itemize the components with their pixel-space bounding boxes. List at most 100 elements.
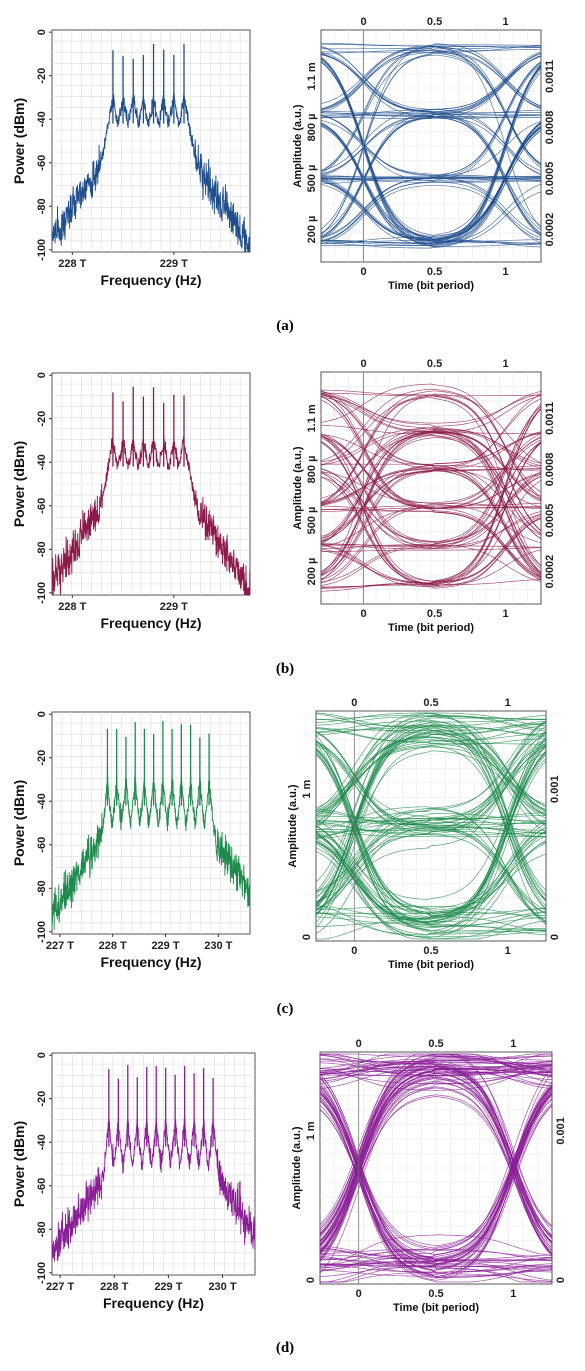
x-axis-label: Time (bit period) bbox=[388, 959, 474, 971]
x-tick-label: 228 T bbox=[100, 1281, 128, 1293]
eye-trace bbox=[320, 48, 541, 235]
x-tick-label-top: 0 bbox=[356, 1038, 362, 1050]
right-tick-label: 0.0008 bbox=[544, 111, 556, 145]
y-tick-label: 0 bbox=[36, 711, 48, 717]
right-tick-label: 0.001 bbox=[555, 1117, 567, 1145]
panel-caption: (b) bbox=[276, 661, 294, 677]
y-tick-label: -20 bbox=[36, 411, 48, 427]
x-axis-label: Frequency (Hz) bbox=[100, 272, 201, 288]
spectrum-trace bbox=[51, 93, 251, 253]
eye-trace bbox=[320, 45, 542, 113]
right-tick-label: 0.0002 bbox=[544, 213, 556, 247]
eye-panel-a: 0 0 0.5 0.5 1 1 Time (bit period) 200 µ 500 µ 800… bbox=[292, 16, 556, 292]
x-axis-label: Time (bit period) bbox=[388, 622, 474, 634]
left-tick-label: 500 µ bbox=[306, 507, 318, 535]
x-tick-label-top: 0.5 bbox=[423, 697, 438, 709]
eye-trace bbox=[320, 114, 542, 178]
y-tick-label: -40 bbox=[36, 454, 48, 470]
y-tick-label: -20 bbox=[36, 1091, 48, 1107]
spectrum-trace bbox=[51, 435, 251, 597]
x-axis-label: Frequency (Hz) bbox=[100, 954, 201, 970]
x-tick-label: 228 T bbox=[58, 258, 86, 270]
left-tick-label: 800 µ bbox=[306, 114, 318, 142]
left-tick-label: 1.1 m bbox=[306, 62, 318, 90]
y-tick-label: -100 bbox=[36, 921, 48, 943]
x-tick-label: 229 T bbox=[160, 601, 188, 613]
eye-traces bbox=[320, 383, 542, 592]
left-tick-label: 0 bbox=[301, 934, 313, 940]
eye-trace bbox=[320, 396, 541, 435]
y-tick-label: -60 bbox=[36, 155, 48, 171]
y-axis-label: Amplitude (a.u.) bbox=[292, 446, 304, 529]
x-tick-label: 228 T bbox=[99, 940, 127, 952]
eye-panel-b: 0 0 0.5 0.5 1 1 Time (bit period) 200 µ 500 µ 800… bbox=[292, 358, 556, 634]
y-tick-label: -100 bbox=[36, 239, 48, 261]
eye-trace bbox=[320, 398, 542, 505]
y-tick-label: -100 bbox=[36, 1262, 48, 1284]
eye-trace bbox=[321, 52, 542, 117]
eye-trace bbox=[320, 503, 541, 584]
eye-trace bbox=[320, 65, 542, 245]
eye-trace bbox=[320, 177, 542, 248]
eye-trace bbox=[320, 442, 542, 589]
x-axis-label: Frequency (Hz) bbox=[100, 615, 201, 631]
eye-trace bbox=[320, 55, 542, 114]
eye-trace bbox=[320, 407, 542, 585]
x-tick-label: 1 bbox=[505, 945, 511, 957]
x-tick-label: 229 T bbox=[151, 940, 179, 952]
spectrum-panel-a: 0 -20 -40 -60 -80 -100 228 T 229 T Frequency (Hz… bbox=[11, 29, 251, 288]
right-tick-label: 0.0005 bbox=[544, 162, 556, 196]
eye-trace bbox=[320, 440, 542, 587]
eye-panel-d: 0 0 0.5 0.5 1 1 Time (bit period) 0 1 m 0 0.001 Amp… bbox=[291, 1038, 567, 1314]
y-tick-label: 0 bbox=[36, 1052, 48, 1058]
eye-trace bbox=[320, 544, 542, 582]
right-tick-label: 0 bbox=[549, 934, 561, 940]
x-tick-label: 0.5 bbox=[428, 1288, 443, 1300]
eye-trace bbox=[320, 395, 542, 510]
eye-trace bbox=[320, 434, 542, 543]
left-tick-label: 1 m bbox=[305, 1121, 317, 1140]
eye-trace bbox=[320, 430, 542, 545]
y-axis-label: Power (dBm) bbox=[11, 780, 27, 866]
x-tick-label-top: 0 bbox=[351, 697, 357, 709]
eye-trace bbox=[320, 114, 542, 177]
eye-trace bbox=[320, 476, 542, 547]
x-tick-label-top: 1 bbox=[510, 1038, 516, 1050]
left-tick-label: 200 µ bbox=[306, 216, 318, 244]
y-tick-label: -100 bbox=[36, 582, 48, 604]
eye-trace bbox=[321, 509, 542, 578]
y-axis-label: Amplitude (a.u.) bbox=[287, 784, 299, 867]
x-tick-label: 227 T bbox=[46, 1281, 74, 1293]
x-tick-label: 1 bbox=[510, 1288, 516, 1300]
x-tick-label: 0 bbox=[356, 1288, 362, 1300]
y-tick-label: -80 bbox=[36, 1221, 48, 1237]
left-tick-label: 200 µ bbox=[306, 558, 318, 586]
eye-trace bbox=[320, 66, 542, 241]
y-axis-label: Power (dBm) bbox=[11, 441, 27, 527]
y-axis-label: Power (dBm) bbox=[11, 98, 27, 184]
eye-trace bbox=[320, 58, 542, 247]
y-tick-label: -60 bbox=[36, 837, 48, 853]
eye-trace bbox=[320, 50, 542, 166]
x-tick-label: 0.5 bbox=[423, 945, 438, 957]
x-tick-label: 1 bbox=[502, 266, 508, 278]
y-axis-label: Power (dBm) bbox=[11, 1121, 27, 1207]
x-tick-label: 0.5 bbox=[427, 266, 442, 278]
eye-trace bbox=[320, 240, 541, 244]
x-tick-label: 1 bbox=[502, 608, 508, 620]
eye-trace bbox=[320, 388, 542, 497]
eye-trace bbox=[320, 184, 542, 245]
x-tick-label: 230 T bbox=[204, 940, 232, 952]
x-tick-label: 0 bbox=[361, 266, 367, 278]
x-tick-label: 227 T bbox=[46, 940, 74, 952]
panel-caption: (c) bbox=[277, 1001, 294, 1017]
x-tick-label-top: 0.5 bbox=[427, 358, 442, 370]
left-tick-label: 0 bbox=[305, 1277, 317, 1283]
eye-trace bbox=[320, 430, 542, 534]
eye-trace bbox=[320, 181, 542, 243]
right-tick-label: 0.0011 bbox=[544, 60, 556, 93]
x-tick-label-top: 1 bbox=[502, 16, 508, 28]
x-tick-label: 229 T bbox=[160, 258, 188, 270]
